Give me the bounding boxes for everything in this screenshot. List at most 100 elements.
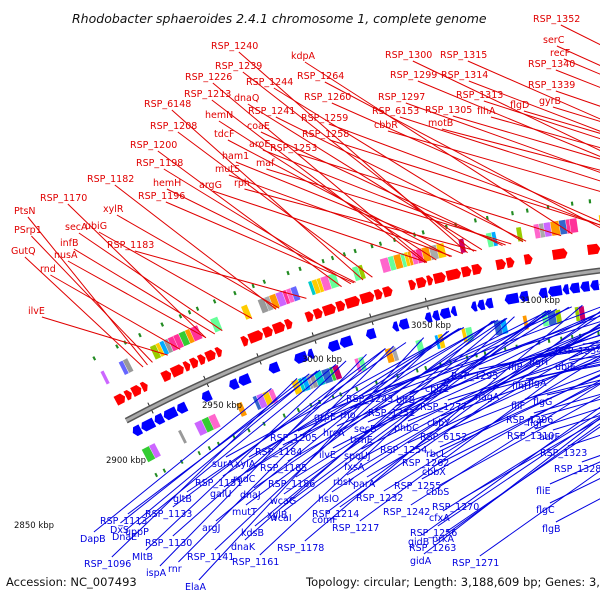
genome-summary-text: Topology: circular; Length: 3,188,609 bp… (305, 575, 600, 589)
forward-gene-label: RSP_6148 (144, 99, 191, 110)
forward-gene-label: gyrB (539, 96, 561, 107)
forward-leader-line (50, 274, 181, 350)
forward-gene-label: rph (234, 178, 250, 189)
forward-gene-arrow (471, 263, 482, 276)
reverse-leader-line (339, 323, 600, 508)
reverse-gene-label: spoUJ (344, 451, 371, 462)
reverse-gene-label: phbC (394, 423, 419, 434)
inner-mark (154, 472, 158, 478)
forward-gene-label: xylR (103, 204, 124, 215)
reverse-leader-line (442, 412, 600, 512)
reverse-gene-arrow (580, 281, 591, 292)
reverse-gene-label: comF (312, 515, 338, 526)
forward-leader-line (452, 115, 600, 160)
reverse-gene-label: gidB (408, 537, 429, 548)
forward-cog-block (320, 275, 332, 292)
inner-mark (247, 428, 251, 433)
reverse-leader-line (488, 361, 600, 391)
forward-gene-label: RSP_1264 (297, 71, 344, 82)
forward-leader-line (266, 168, 512, 245)
forward-leader-line (417, 80, 600, 157)
forward-leader-line (262, 149, 506, 246)
reverse-gene-arrow (328, 339, 341, 352)
outer-mark (92, 356, 97, 361)
forward-cog-block (558, 219, 568, 235)
forward-gene-label: RSP_1182 (87, 174, 134, 185)
inner-mark (415, 368, 419, 373)
reverse-leader-line (447, 353, 600, 401)
reverse-gene-label: RSP_1096 (84, 559, 131, 570)
reverse-gene-label: RSP_1133 (145, 509, 192, 520)
forward-gene-label: kdpA (291, 51, 316, 62)
forward-gene-label: serC (543, 35, 565, 46)
reverse-gene-label: mutT (232, 507, 257, 518)
forward-gene-label: ham1 (222, 151, 249, 162)
forward-cog-block (275, 291, 287, 307)
reverse-leader-line (346, 324, 600, 476)
reverse-gene-arrow (424, 312, 433, 323)
reverse-gene-arrow (238, 373, 252, 386)
reverse-gene-label: RSP_1306 (506, 415, 553, 426)
forward-leader-line (242, 71, 475, 252)
reverse-leader-line (198, 337, 425, 581)
forward-leader-line (468, 80, 600, 132)
reverse-cog-block (574, 306, 581, 322)
reverse-gene-label: trmE (350, 435, 373, 446)
forward-gene-arrow (415, 276, 427, 289)
forward-gene-label: mutS (215, 164, 240, 175)
forward-cog-block (316, 277, 325, 293)
forward-gene-label: RSP_1340 (528, 59, 575, 70)
reverse-leader-line (359, 343, 600, 522)
reverse-gene-label: RSP_1205 (270, 433, 317, 444)
forward-leader-line (27, 216, 148, 366)
forward-gene-label: dnaQ (234, 93, 259, 104)
forward-gene-arrow (196, 354, 206, 366)
reverse-gene-arrow (392, 321, 400, 332)
reverse-leader-line (138, 364, 337, 526)
forward-cog-block (569, 218, 579, 234)
forward-gene-label: ubiG (85, 221, 107, 232)
reverse-leader-line (254, 317, 508, 527)
forward-gene-label: motB (428, 118, 453, 129)
forward-gene-label: RSP_1241 (248, 106, 295, 117)
forward-gene-label: hemN (205, 110, 233, 121)
forward-cog-block (533, 223, 541, 239)
reverse-cog-block (555, 309, 563, 325)
forward-cog-block (516, 226, 524, 242)
outer-mark (195, 306, 200, 311)
reverse-cog-block (301, 376, 311, 391)
reverse-gene-label: secB (354, 424, 377, 435)
inner-mark (396, 373, 400, 379)
reverse-gene-arrow (450, 305, 458, 317)
forward-gene-label: argG (199, 180, 222, 191)
reverse-leader-line (366, 339, 600, 478)
reverse-gene-label: RSP_1186 (268, 479, 315, 490)
reverse-gene-label: dnaJ (240, 490, 261, 501)
forward-gene-label: RSP_1253 (270, 143, 317, 154)
reverse-gene-arrow (562, 284, 570, 295)
forward-leader-line (227, 139, 451, 258)
reverse-gene-arrow (548, 285, 563, 297)
forward-leader-line (218, 120, 437, 261)
forward-leader-line (324, 81, 600, 229)
reverse-cog-block (384, 347, 395, 364)
outer-mark (286, 270, 290, 276)
forward-gene-arrow (445, 268, 462, 281)
outer-mark (262, 279, 267, 284)
reverse-gene-label: wcaI (270, 513, 292, 524)
reverse-gene-label: MltB (132, 552, 153, 563)
forward-gene-arrow (113, 393, 126, 406)
reverse-gene-arrow (519, 290, 530, 302)
reverse-leader-line (304, 304, 583, 542)
reverse-leader-line (423, 417, 600, 555)
reverse-leader-line (439, 395, 600, 486)
forward-gene-arrow (344, 295, 360, 309)
reverse-leader-line (214, 331, 448, 551)
forward-cog-block (122, 358, 134, 373)
inner-mark (207, 445, 212, 451)
reverse-leader-line (429, 374, 600, 457)
reverse-gene-label: flgF (527, 418, 544, 429)
forward-gene-arrow (247, 330, 264, 344)
forward-cog-block (167, 336, 179, 352)
forward-gene-label: secA (65, 222, 88, 233)
